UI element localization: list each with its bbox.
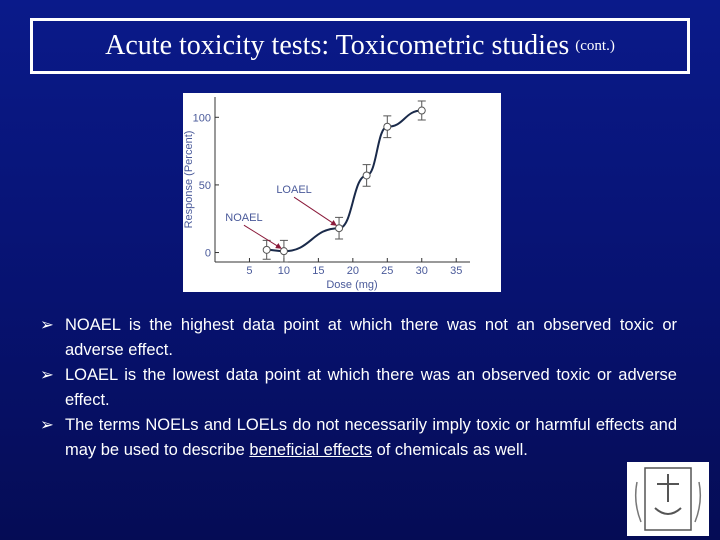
bullet: The terms NOELs and LOELs do not necessa… — [40, 413, 677, 463]
x-tick-label: 10 — [278, 265, 290, 277]
x-axis-label: Dose (mg) — [326, 279, 377, 291]
annotation-arrow — [243, 224, 282, 249]
title-box: Acute toxicity tests: Toxicometric studi… — [30, 18, 690, 74]
data-point — [279, 247, 288, 256]
bullet-text: of chemicals as well. — [376, 441, 528, 459]
annotation: LOAEL — [276, 184, 311, 196]
x-tick-label: 5 — [246, 265, 252, 277]
x-tick-label: 35 — [450, 265, 462, 277]
data-point — [335, 224, 344, 233]
x-tick-label: 25 — [381, 265, 393, 277]
chart-background — [183, 93, 501, 292]
x-tick-label: 20 — [347, 265, 359, 277]
annotation: NOAEL — [225, 212, 262, 224]
data-point — [383, 122, 392, 131]
x-tick-label: 15 — [312, 265, 324, 277]
annotation-arrow — [293, 196, 337, 226]
data-point — [362, 171, 371, 180]
title-suffix: (cont.) — [575, 37, 615, 54]
chart: 0 50 100 5 10 15 20 25 30 35 Dose (mg) Response (Pe… — [183, 93, 501, 292]
data-point — [417, 106, 426, 115]
y-tick-label: 50 — [199, 180, 211, 192]
y-axis-label: Response (Percent) — [183, 131, 195, 229]
bullet-list: NOAEL is the highest data point at which… — [40, 313, 677, 463]
bullet: LOAEL is the lowest data point at which … — [40, 363, 677, 413]
logo — [627, 462, 709, 536]
bullet: NOAEL is the highest data point at which… — [40, 313, 677, 363]
x-tick-label: 30 — [416, 265, 428, 277]
title: Acute toxicity tests: Toxicometric studi… — [105, 30, 570, 61]
data-point — [262, 245, 271, 254]
bullet-text: The terms NOELs and LOELs do not necessa… — [65, 416, 677, 459]
y-tick-label: 0 — [205, 248, 211, 260]
y-tick-label: 100 — [193, 112, 211, 124]
bullet-underlined: beneficial effects — [249, 441, 372, 459]
